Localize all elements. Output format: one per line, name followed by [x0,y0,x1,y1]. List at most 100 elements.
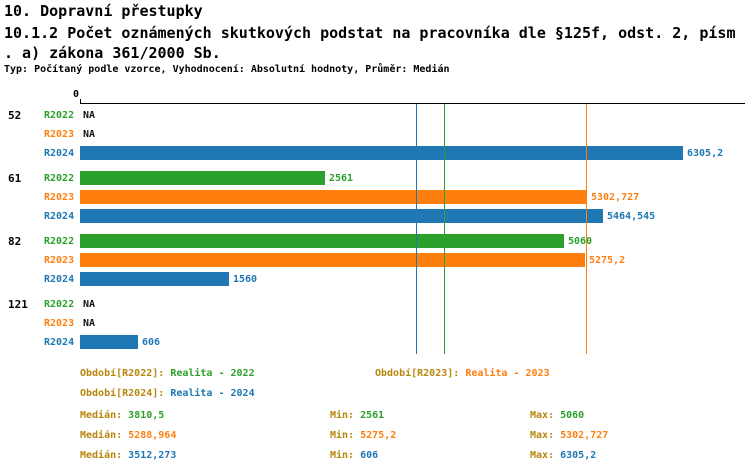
bar-na-label: NA [83,129,96,140]
stat-label: Medián: [80,450,129,461]
bar-r2024 [80,146,683,160]
bar-na-label: NA [83,318,96,329]
chart-row: 52 R2022 NA [0,106,750,125]
bar-value-label: 6305,2 [687,148,724,159]
report-section-title: 10. Dopravní přestupky [4,2,203,20]
group-label [0,333,44,352]
bar-chart: 0 52 R2022 NA R2023 NA R2024 6305,2 61 R2022 2561… [0,88,750,364]
stat-label: Medián: [80,410,129,421]
legend-value: Realita - 2024 [170,388,255,399]
group-label: 121 [8,298,28,311]
bar-track: 2561 [80,169,740,188]
legend-value: Realita - 2023 [465,368,550,379]
bar-track: 5302,727 [80,188,740,207]
legend-item-r2023: Období[R2023]: Realita - 2023 [375,364,745,384]
legend-item-r2024: Období[R2024]: Realita - 2024 [80,384,375,404]
bar-na-label: NA [83,299,96,310]
group-label [0,270,44,289]
stat-value: 5302,727 [560,430,609,441]
series-label: R2023 [44,255,75,266]
stat-min-r2024: Min: 606 [330,446,530,466]
chart-row: R2023 5275,2 [0,251,750,270]
bar-track: 6305,2 [80,144,740,163]
bar-track: 5060 [80,232,740,251]
stat-label: Max: [530,450,561,461]
chart-group-61: 61 R2022 2561 R2023 5302,727 R2024 5464,545 [0,169,750,226]
bar-track: NA [80,314,740,333]
group-label [0,251,44,270]
x-axis-zero-label: 0 [73,89,80,100]
bar-r2022 [80,171,325,185]
bar-r2024 [80,272,229,286]
series-label: R2024 [44,211,75,222]
stat-value: 5275,2 [360,430,397,441]
stat-label: Max: [530,410,561,421]
bar-track: 5275,2 [80,251,740,270]
bar-value-label: 2561 [329,173,354,184]
chart-row: R2024 606 [0,333,750,352]
bar-track: 1560 [80,270,740,289]
bar-value-label: 5302,727 [591,192,640,203]
chart-meta: Typ: Počítaný podle vzorce, Vyhodnocení:… [4,64,450,75]
bar-value-label: 5060 [568,236,593,247]
stat-label: Min: [330,410,361,421]
bar-r2023 [80,253,585,267]
bar-r2024 [80,335,138,349]
stat-label: Max: [530,430,561,441]
bar-value-label: 1560 [233,274,258,285]
series-label: R2024 [44,337,75,348]
x-axis-line [80,103,745,104]
stat-median-r2022: Medián: 3810,5 [80,406,330,426]
series-label: R2023 [44,192,75,203]
bar-track: 5464,545 [80,207,740,226]
bar-track: NA [80,106,740,125]
legend-label: Období[R2022]: [80,368,171,379]
group-label [0,207,44,226]
stats: Medián: 3810,5 Min: 2561 Max: 5060 Medián: … [80,406,745,466]
bar-r2022 [80,234,564,248]
bar-track: 606 [80,333,740,352]
series-label: R2022 [44,110,75,121]
chart-row: R2023 NA [0,125,750,144]
group-label: 82 [8,235,22,248]
stat-value: 6305,2 [560,450,597,461]
chart-row: 121 R2022 NA [0,295,750,314]
chart-rows: 52 R2022 NA R2023 NA R2024 6305,2 61 R2022 2561 R2… [0,106,750,358]
stat-label: Medián: [80,430,129,441]
legend-item-r2022: Období[R2022]: Realita - 2022 [80,364,375,384]
group-label [0,314,44,333]
group-label: 61 [8,172,22,185]
stat-value: 3512,273 [128,450,177,461]
stat-value: 3810,5 [128,410,165,421]
bar-track: NA [80,295,740,314]
group-label [0,144,44,163]
bar-r2024 [80,209,603,223]
stat-value: 2561 [360,410,385,421]
stat-median-r2024: Medián: 3512,273 [80,446,330,466]
bar-value-label: 5464,545 [607,211,656,222]
legend-value: Realita - 2022 [170,368,255,379]
chart-row: R2024 1560 [0,270,750,289]
stat-max-r2024: Max: 6305,2 [530,446,745,466]
series-label: R2022 [44,299,75,310]
group-label: 52 [8,109,22,122]
stat-max-r2022: Max: 5060 [530,406,745,426]
chart-title-line2: . a) zákona 361/2000 Sb. [4,44,221,62]
legend-label: Období[R2024]: [80,388,171,399]
chart-row: 61 R2022 2561 [0,169,750,188]
stat-value: 5060 [560,410,585,421]
chart-title-line1: 10.1.2 Počet oznámených skutkových podst… [4,24,736,42]
chart-row: R2024 5464,545 [0,207,750,226]
chart-row: R2023 NA [0,314,750,333]
bar-track: NA [80,125,740,144]
stat-label: Min: [330,430,361,441]
series-label: R2024 [44,274,75,285]
chart-group-52: 52 R2022 NA R2023 NA R2024 6305,2 [0,106,750,163]
x-axis-tick [80,99,81,103]
bar-na-label: NA [83,110,96,121]
stat-value: 606 [360,450,379,461]
group-label [0,188,44,207]
series-label: R2023 [44,318,75,329]
